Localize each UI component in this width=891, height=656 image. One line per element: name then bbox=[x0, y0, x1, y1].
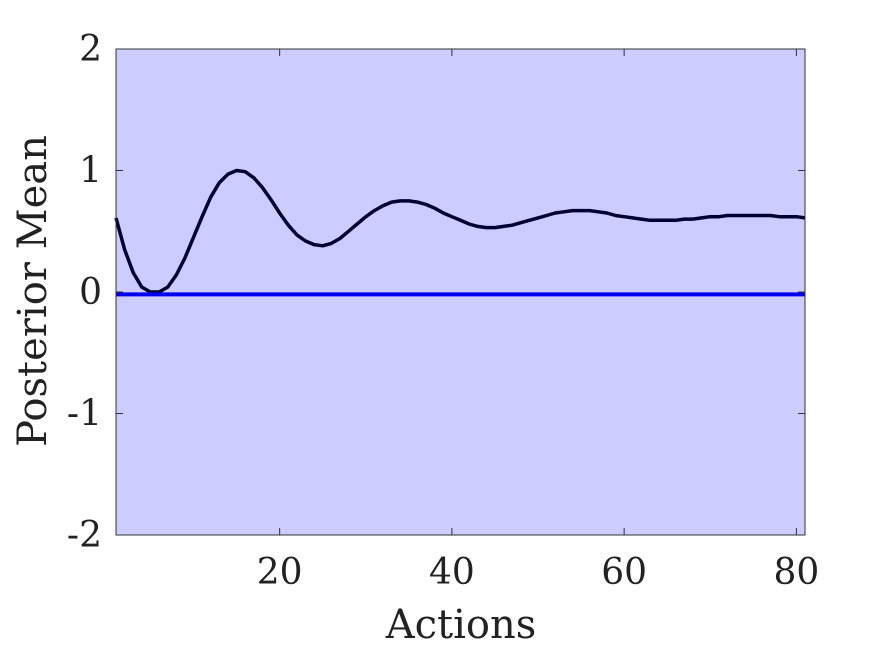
x-tick-label: 80 bbox=[773, 552, 819, 593]
series-layer bbox=[114, 168, 806, 297]
x-tick-label: 40 bbox=[429, 552, 475, 593]
y-tick-label: 2 bbox=[79, 29, 102, 70]
series-line-1 bbox=[114, 168, 806, 294]
plot-area bbox=[116, 49, 805, 535]
y-tick-label: 1 bbox=[79, 151, 102, 192]
x-tick-label: 60 bbox=[601, 552, 647, 593]
x-tick-label: 20 bbox=[257, 552, 303, 593]
x-axis-label: Actions bbox=[385, 602, 537, 648]
y-tick-label: 0 bbox=[79, 272, 102, 313]
ticks-layer: 20 40 60 80 -2 -1 0 1 2 bbox=[67, 29, 819, 593]
y-tick-label: -1 bbox=[67, 394, 102, 435]
y-tick-label: -2 bbox=[67, 515, 102, 556]
y-axis-label: Posterior Mean bbox=[10, 135, 56, 447]
